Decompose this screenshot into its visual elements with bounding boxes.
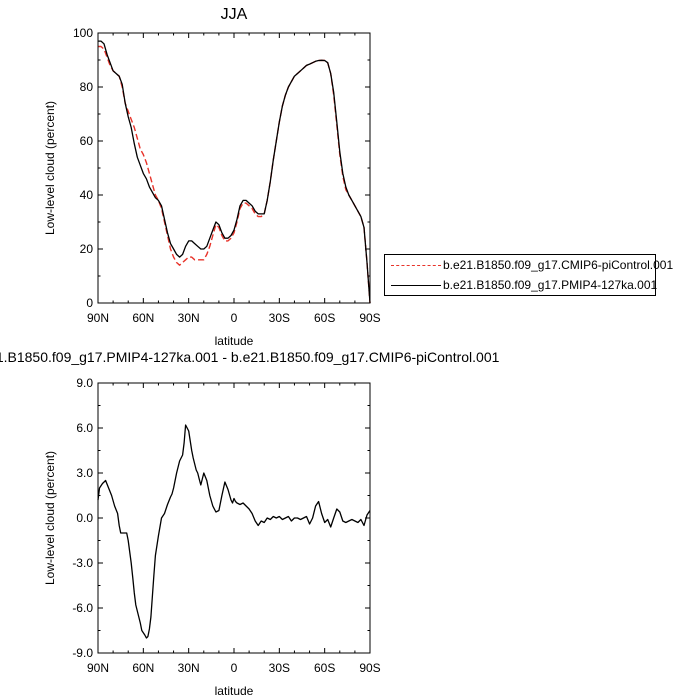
- bottom-y-tick-label: -6.0: [72, 601, 93, 615]
- top-x-tick-label: 90S: [359, 311, 380, 325]
- bottom-x-tick-label: 90S: [359, 661, 380, 675]
- top-x-tick-label: 0: [231, 311, 238, 325]
- top-y-axis-label: Low-level cloud (percent): [43, 101, 57, 235]
- bottom-y-tick-label: 3.0: [76, 466, 93, 480]
- top-y-tick-label: 80: [80, 80, 94, 94]
- top-series-line-1: [98, 40, 371, 304]
- legend-label-127ka: b.e21.B1850.f09_g17.PMIP4-127ka.001: [443, 278, 658, 292]
- top-y-tick-label: 20: [80, 242, 94, 256]
- top-x-tick-label: 60S: [314, 311, 335, 325]
- bottom-y-tick-label: -3.0: [72, 556, 93, 570]
- top-x-axis-label: latitude: [215, 334, 254, 348]
- top-panel: JJA 90N 60N 30N 0 30S 60S 90S 0 20 40 60 80 100 lati…: [43, 6, 381, 348]
- legend-swatch-solid-black: [391, 285, 441, 286]
- top-y-tick-label: 100: [73, 26, 93, 40]
- bottom-x-tick-label: 90N: [87, 661, 109, 675]
- bottom-x-axis-label: latitude: [215, 684, 254, 698]
- legend-label-picontrol: b.e21.B1850.f09_g17.CMIP6-piControl.001: [443, 258, 674, 272]
- bottom-x-tick-label: 30S: [269, 661, 290, 675]
- bottom-y-tick-label: 0.0: [76, 511, 93, 525]
- legend-swatch-dashed-red: [391, 265, 441, 266]
- top-x-tick-label: 30S: [269, 311, 290, 325]
- bottom-x-tick-label: 60N: [132, 661, 154, 675]
- top-y-tick-label: 60: [80, 134, 94, 148]
- bottom-chart-title: b.e21.B1850.f09_g17.PMIP4-127ka.001 - b.…: [0, 349, 500, 365]
- legend-entry-127ka: b.e21.B1850.f09_g17.PMIP4-127ka.001: [385, 275, 658, 295]
- legend: b.e21.B1850.f09_g17.CMIP6-piControl.001 …: [384, 254, 673, 296]
- bottom-series-line-0: [97, 424, 371, 639]
- legend-entry-picontrol: b.e21.B1850.f09_g17.CMIP6-piControl.001: [385, 255, 673, 275]
- bottom-y-axis-label: Low-level cloud (percent): [43, 451, 57, 585]
- top-y-tick-label: 40: [80, 188, 94, 202]
- bottom-x-tick-label: 0: [231, 661, 238, 675]
- bottom-x-tick-label: 60S: [314, 661, 335, 675]
- bottom-y-tick-label: 6.0: [76, 421, 93, 435]
- top-x-tick-label: 90N: [87, 311, 109, 325]
- bottom-panel: b.e21.B1850.f09_g17.PMIP4-127ka.001 - b.…: [0, 349, 500, 698]
- bottom-y-tick-label: -9.0: [72, 646, 93, 660]
- bottom-plot-frame: [97, 382, 371, 654]
- top-y-tick-label: 0: [86, 296, 93, 310]
- top-series-line-0: [98, 45, 371, 304]
- top-chart-title: JJA: [221, 6, 248, 23]
- top-x-tick-label: 60N: [132, 311, 154, 325]
- bottom-y-tick-label: 9.0: [76, 376, 93, 390]
- bottom-x-tick-label: 30N: [178, 661, 200, 675]
- top-x-tick-label: 30N: [178, 311, 200, 325]
- top-plot-frame: [97, 32, 371, 304]
